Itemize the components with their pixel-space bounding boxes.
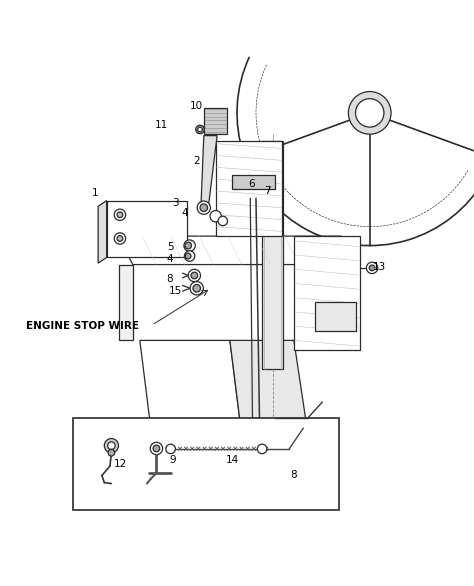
Circle shape: [198, 127, 202, 132]
Text: 11: 11: [155, 120, 168, 130]
Text: 9: 9: [170, 455, 176, 465]
Text: 8: 8: [166, 274, 173, 284]
Text: 2: 2: [193, 156, 200, 166]
Polygon shape: [140, 340, 242, 435]
Circle shape: [191, 272, 198, 279]
Text: 15: 15: [169, 285, 182, 295]
Circle shape: [197, 201, 210, 214]
Circle shape: [117, 236, 123, 241]
Circle shape: [356, 98, 384, 127]
Text: 8: 8: [291, 471, 297, 481]
Bar: [73, 418, 339, 510]
Circle shape: [114, 209, 126, 220]
Circle shape: [104, 438, 118, 453]
Text: 13: 13: [373, 262, 386, 272]
Polygon shape: [107, 200, 187, 257]
Circle shape: [218, 216, 228, 226]
Text: 4: 4: [166, 254, 173, 264]
Polygon shape: [232, 175, 275, 189]
Circle shape: [184, 240, 195, 251]
Polygon shape: [137, 435, 322, 459]
Text: 5: 5: [167, 241, 174, 251]
Circle shape: [257, 444, 267, 454]
Text: 7: 7: [264, 186, 271, 196]
Polygon shape: [118, 236, 356, 264]
Circle shape: [150, 442, 163, 455]
Circle shape: [114, 233, 126, 244]
Polygon shape: [98, 200, 107, 263]
Circle shape: [348, 91, 391, 134]
Circle shape: [193, 284, 201, 292]
Circle shape: [200, 204, 208, 212]
Circle shape: [190, 282, 203, 295]
Circle shape: [184, 251, 195, 261]
Polygon shape: [201, 135, 217, 205]
Polygon shape: [262, 141, 283, 369]
Polygon shape: [315, 302, 356, 331]
Text: 4: 4: [182, 209, 188, 219]
Text: 6: 6: [248, 179, 255, 189]
Text: 14: 14: [226, 455, 239, 465]
Circle shape: [153, 445, 160, 452]
Circle shape: [185, 242, 191, 249]
Text: 12: 12: [114, 459, 128, 469]
Circle shape: [188, 270, 201, 282]
Text: 1: 1: [91, 189, 98, 199]
Circle shape: [117, 212, 123, 217]
Polygon shape: [230, 340, 308, 435]
Circle shape: [185, 253, 191, 259]
Text: ENGINE STOP WIRE: ENGINE STOP WIRE: [27, 321, 139, 331]
Polygon shape: [118, 264, 133, 340]
Circle shape: [166, 444, 175, 454]
Circle shape: [108, 442, 115, 449]
Polygon shape: [204, 108, 227, 134]
Circle shape: [108, 449, 115, 456]
Circle shape: [366, 262, 378, 274]
Circle shape: [210, 210, 221, 222]
Circle shape: [369, 265, 375, 271]
Polygon shape: [294, 236, 360, 350]
Circle shape: [196, 125, 204, 134]
Text: 10: 10: [190, 101, 203, 111]
Text: 3: 3: [172, 198, 179, 208]
Polygon shape: [216, 141, 282, 236]
